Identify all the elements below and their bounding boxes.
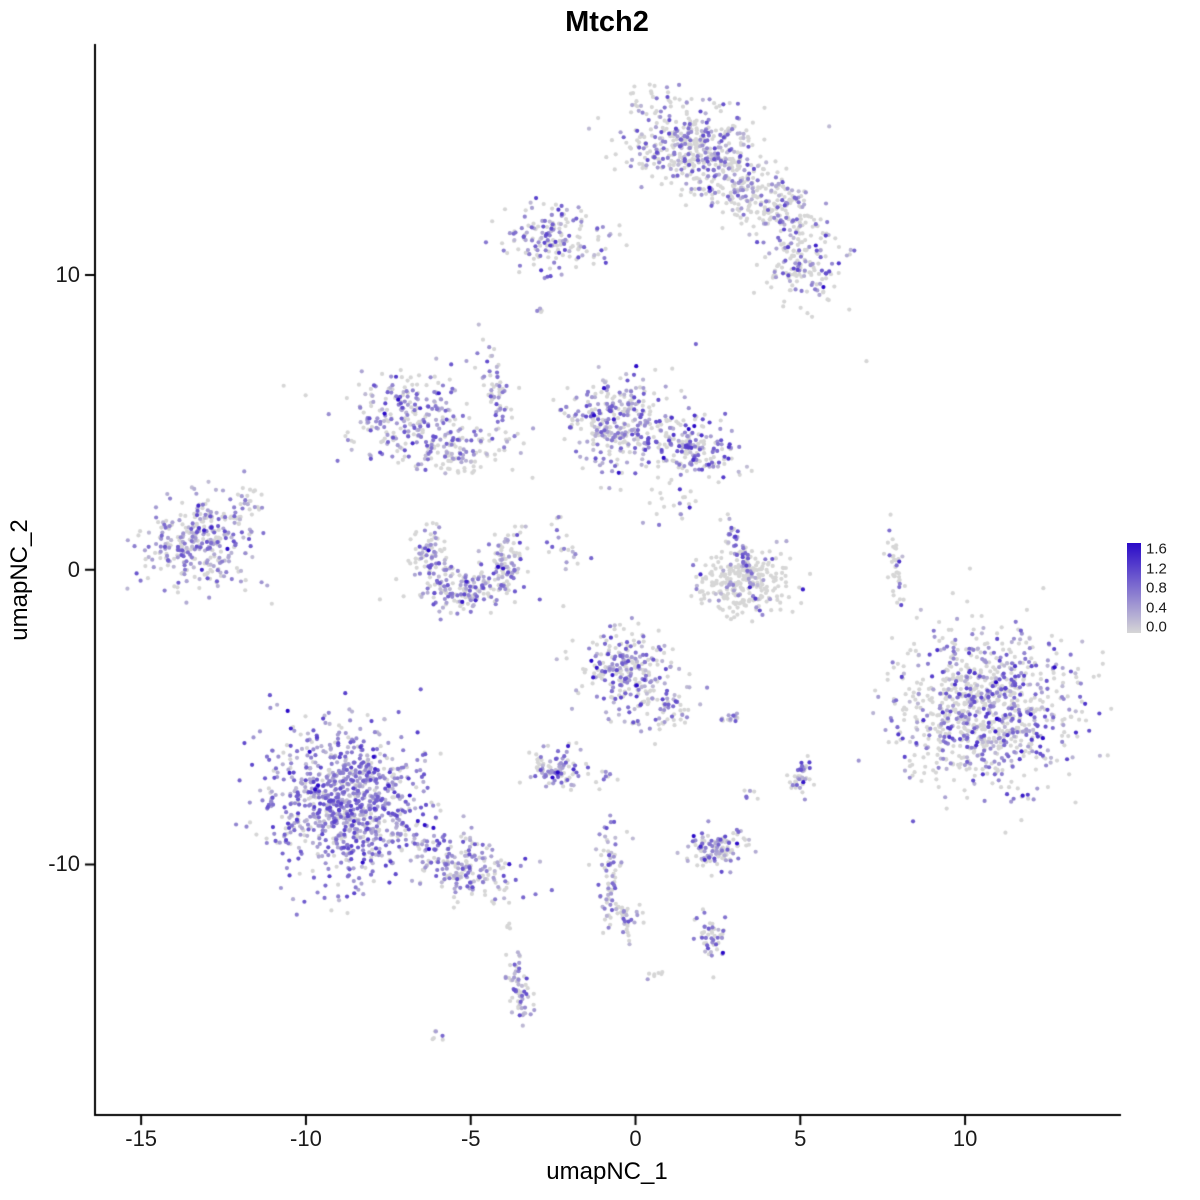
legend-tick-label: 0.0 — [1146, 618, 1167, 636]
legend-tick-label: 1.6 — [1146, 540, 1167, 558]
x-tick-label: 10 — [952, 1126, 978, 1151]
plot-title: Mtch2 — [565, 6, 649, 38]
y-tick-label: -10 — [48, 851, 80, 877]
x-tick-label: -10 — [290, 1126, 322, 1151]
legend-tick-label: 0.8 — [1146, 579, 1167, 597]
legend-tick-label: 1.2 — [1146, 560, 1167, 577]
legend-tick-label: 0.4 — [1146, 599, 1167, 616]
x-tick-label: 0 — [629, 1126, 642, 1151]
legend-colorbar — [1127, 543, 1141, 633]
y-tick-label: 0 — [67, 556, 80, 582]
y-tick-label: 10 — [55, 261, 80, 287]
x-tick-label: -15 — [125, 1126, 158, 1151]
x-tick-label: -5 — [460, 1126, 481, 1151]
x-tick-label: 5 — [794, 1126, 807, 1151]
x-axis-label: umapNC_1 — [546, 1158, 668, 1185]
